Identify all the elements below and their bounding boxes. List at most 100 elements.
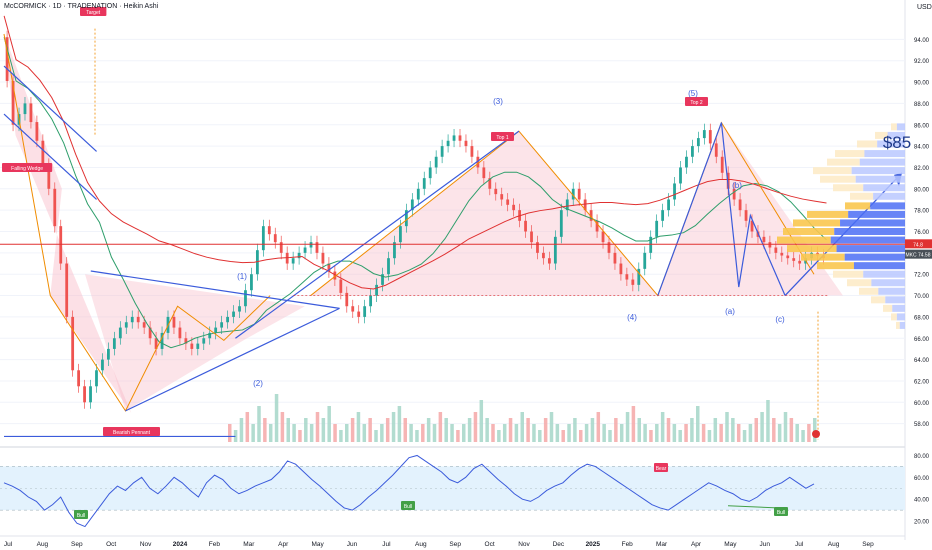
volume-bar	[713, 418, 718, 442]
candle-body	[357, 311, 361, 317]
y-tick-label: 82.00	[914, 166, 930, 172]
wave-3-line	[235, 130, 520, 339]
volume-bar	[245, 412, 250, 442]
earnings-flag-icon	[812, 430, 820, 438]
candle-body	[261, 226, 265, 251]
y-tick-label: 58.00	[914, 422, 930, 428]
ma-green-line	[3, 37, 827, 349]
volume-bar	[754, 418, 758, 442]
candle-body	[607, 242, 611, 253]
volume-bar	[614, 418, 618, 442]
volume-bar	[274, 394, 279, 442]
candle-body	[136, 316, 140, 323]
candle-body	[71, 316, 75, 371]
candle-body	[327, 263, 331, 272]
volume-profile-bar	[820, 175, 856, 183]
candle-body	[232, 311, 235, 317]
volume-bar	[637, 418, 641, 442]
volume-bar	[701, 424, 706, 442]
volume-profile-bar	[813, 167, 852, 175]
volume-bar	[508, 418, 513, 442]
candle-body	[196, 343, 200, 349]
volume-bar	[690, 418, 694, 442]
volume-bar	[497, 430, 501, 442]
volume-profile-bar	[830, 236, 905, 244]
volume-bar	[473, 412, 478, 442]
target-label-bg	[80, 7, 107, 16]
candle-body	[768, 242, 772, 248]
candle-body	[11, 80, 15, 125]
candle-body	[416, 188, 420, 200]
rsi-bull-label-1: Bull	[77, 513, 85, 519]
wave-3-label: (3)	[493, 97, 503, 106]
volume-bar	[403, 418, 407, 442]
candle-body	[702, 130, 706, 139]
y-tick-label: 94.00	[914, 38, 930, 44]
candle-body	[470, 146, 474, 157]
pennant-lower-line	[125, 307, 340, 412]
wave-2-label: (2)	[253, 379, 263, 388]
top1-area	[310, 131, 658, 296]
volume-bar	[584, 424, 589, 442]
volume-profile-bar	[836, 245, 905, 253]
candle-body	[661, 210, 665, 221]
x-tick-label: May	[724, 541, 737, 548]
volume-bar	[707, 430, 712, 442]
volume-bar	[538, 430, 542, 442]
candle-body	[112, 338, 116, 349]
volume-bar	[725, 412, 729, 442]
y-tick-label: 62.00	[914, 379, 930, 385]
volume-bar	[649, 430, 653, 442]
candle-body	[524, 220, 527, 232]
candle-body	[458, 135, 462, 141]
volume-bar	[409, 424, 413, 442]
volume-bar	[625, 412, 630, 442]
candle-body	[369, 295, 373, 307]
volume-profile-bar	[845, 202, 871, 210]
candle-body	[95, 370, 98, 387]
volume-bar	[397, 406, 402, 442]
volume-profile-bar	[864, 150, 905, 158]
candle-body	[89, 386, 92, 403]
candle-body	[267, 226, 271, 235]
candle-body	[244, 290, 247, 307]
rsi-bull-label-1-bg	[74, 510, 88, 519]
volume-bar	[526, 418, 530, 442]
candle-body	[631, 279, 635, 285]
volume-bar	[801, 430, 805, 442]
candle-body	[708, 130, 712, 144]
candle-body	[792, 258, 796, 261]
candle-body	[154, 338, 158, 349]
candle-body	[315, 242, 319, 253]
pennant-upper-line	[90, 270, 340, 309]
volume-bar	[362, 424, 367, 442]
orange-pattern-line	[3, 33, 271, 412]
candle-body	[273, 234, 277, 243]
candle-body	[375, 284, 378, 296]
candle-body	[571, 188, 575, 200]
volume-bar	[719, 424, 723, 442]
abc-wave-line	[657, 122, 786, 296]
bearish-pennant-label: Bearish Pennant	[113, 430, 151, 436]
y-tick-label: 76.00	[914, 230, 930, 236]
candle-body	[404, 210, 408, 227]
candle-body	[184, 338, 188, 344]
target-price-label: $85	[883, 133, 911, 152]
volume-bar	[438, 412, 443, 442]
x-tick-label: Mar	[243, 541, 255, 548]
y-tick-label: 72.00	[914, 273, 930, 279]
candle-body	[738, 199, 742, 211]
volume-bar	[233, 430, 238, 442]
candle-body	[387, 258, 390, 275]
x-tick-label: May	[311, 541, 324, 548]
candle-body	[780, 252, 784, 256]
candle-body	[59, 226, 63, 264]
rsi-bear-label-bg	[654, 463, 668, 472]
volume-bar	[590, 418, 595, 442]
volume-bar	[514, 424, 519, 442]
y-tick-label: 88.00	[914, 102, 930, 108]
candle-body	[649, 236, 653, 253]
candle-body	[488, 178, 492, 189]
currency-label: USD	[917, 4, 932, 11]
